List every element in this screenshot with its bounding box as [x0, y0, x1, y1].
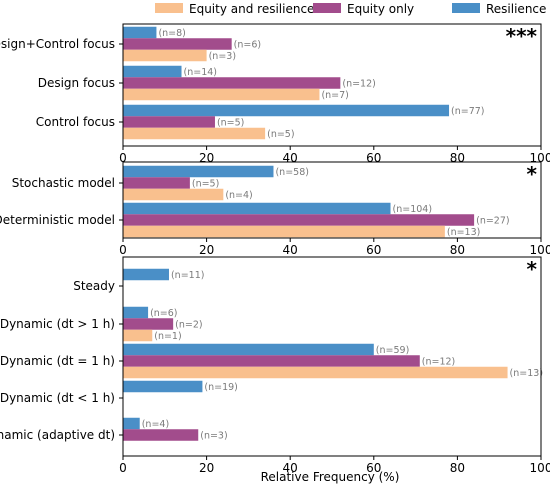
category-label-dynamic-dt-1-h: Dynamic (dt < 1 h)	[0, 391, 115, 405]
bar-resilience-only-steady	[123, 268, 169, 281]
bar-equity-and-resilience-dynamic-dt-1-h	[123, 366, 508, 379]
bar-resilience-only-dynamic-dt-1-h	[123, 306, 149, 319]
bar-equity-only-design-control-focus	[123, 38, 232, 50]
count-label: (n=2)	[175, 320, 202, 331]
x-tick-label: 100	[530, 461, 550, 475]
count-label: (n=12)	[422, 357, 455, 368]
count-label: (n=59)	[376, 345, 409, 356]
legend-label-resilience-only: Resilience only	[486, 2, 550, 16]
count-label: (n=77)	[451, 106, 484, 117]
bar-equity-and-resilience-deterministic-model	[123, 225, 445, 238]
x-tick-label: 40	[283, 461, 298, 475]
count-label: (n=4)	[142, 419, 169, 430]
panel-frame	[122, 161, 542, 239]
legend-swatch-equity-and-resilience	[155, 3, 183, 13]
legend-label-equity-only: Equity only	[347, 2, 414, 16]
bar-equity-only-design-focus	[123, 77, 341, 89]
legend-swatch-resilience-only	[452, 3, 480, 13]
bar-equity-and-resilience-design-focus	[123, 88, 320, 101]
count-label: (n=5)	[217, 118, 244, 129]
category-label-control-focus: Control focus	[36, 115, 115, 129]
x-tick-label: 20	[199, 243, 214, 257]
x-tick-label: 20	[199, 461, 214, 475]
bar-equity-only-control-focus	[123, 116, 215, 128]
bar-equity-and-resilience-stochastic-model	[123, 188, 224, 201]
count-label: (n=5)	[267, 129, 294, 140]
category-label-steady: Steady	[73, 279, 115, 293]
x-tick-label: 80	[450, 151, 465, 165]
category-label-dynamic-dt-1-h: Dynamic (dt > 1 h)	[0, 317, 115, 331]
chart-panels: (n=8)(n=14)(n=77)(n=6)(n=12)(n=5)(n=3)(n…	[0, 23, 550, 475]
significance-marker: ***	[506, 24, 538, 48]
count-label: (n=12)	[342, 79, 375, 90]
significance-marker: *	[527, 257, 538, 281]
bar-equity-only-dynamic-dt-1-h	[123, 318, 174, 330]
x-tick-label: 80	[450, 461, 465, 475]
bar-resilience-only-dynamic-adaptive-dt	[123, 417, 140, 430]
x-tick-label: 60	[366, 461, 381, 475]
category-label-design-focus: Design focus	[38, 76, 115, 90]
panel-frame	[122, 256, 542, 457]
category-label-dynamic-dt-1-h: Dynamic (dt = 1 h)	[0, 354, 115, 368]
panel-3: (n=11) (n=6) (n=59) (n=19) (n=4) (n=2) (n=12) (…	[0, 256, 550, 475]
bar-equity-only-dynamic-dt-1-h	[123, 355, 420, 367]
count-label: (n=19)	[204, 382, 237, 393]
count-label: (n=8)	[158, 28, 185, 39]
count-label: (n=58)	[275, 167, 308, 178]
x-tick-label: 60	[366, 151, 381, 165]
count-label: (n=6)	[150, 308, 177, 319]
bar-resilience-only-dynamic-dt-1-h	[123, 380, 203, 393]
count-label: (n=7)	[321, 90, 348, 101]
x-tick-label: 100	[530, 243, 550, 257]
bar-equity-only-stochastic-model	[123, 177, 190, 189]
category-label-deterministic-model: Deterministic model	[0, 213, 115, 227]
count-label: (n=13)	[447, 227, 480, 238]
category-label-stochastic-model: Stochastic model	[12, 176, 115, 190]
x-axis-title: Relative Frequency (%)	[261, 470, 400, 484]
x-tick-label: 60	[366, 243, 381, 257]
count-label: (n=5)	[192, 179, 219, 190]
bar-equity-and-resilience-design-control-focus	[123, 49, 207, 62]
x-tick-label: 0	[119, 151, 127, 165]
x-tick-label: 0	[119, 461, 127, 475]
bar-resilience-only-stochastic-model	[123, 165, 274, 178]
bar-resilience-only-design-control-focus	[123, 26, 157, 39]
category-label-design-control-focus: Design+Control focus	[0, 37, 115, 51]
panel-1: (n=8) (n=14) (n=77) (n=6) (n=12) (n=5) (n=3) (n…	[0, 23, 550, 165]
count-label: (n=4)	[225, 190, 252, 201]
legend-swatch-equity-only	[313, 3, 341, 13]
count-label: (n=3)	[200, 431, 227, 442]
count-label: (n=3)	[209, 51, 236, 62]
bar-equity-and-resilience-dynamic-dt-1-h	[123, 329, 153, 342]
count-label: (n=14)	[184, 67, 217, 78]
bar-equity-and-resilience-control-focus	[123, 127, 266, 140]
x-tick-label: 80	[450, 243, 465, 257]
bar-resilience-only-deterministic-model	[123, 202, 391, 215]
count-label: (n=11)	[171, 270, 204, 281]
bar-resilience-only-control-focus	[123, 104, 450, 117]
significance-marker: *	[527, 162, 538, 186]
count-label: (n=13)	[510, 368, 543, 379]
x-tick-label: 40	[283, 243, 298, 257]
bar-equity-only-dynamic-adaptive-dt	[123, 429, 199, 441]
count-label: (n=104)	[393, 204, 433, 215]
x-tick-label: 20	[199, 151, 214, 165]
x-tick-label: 0	[119, 243, 127, 257]
chart-legend: Equity and resilience Equity only Resilien…	[155, 2, 550, 16]
panel-frame	[122, 23, 542, 147]
panel-2: (n=58) (n=104) (n=5) (n=27) (n=4) (n=13) Stoch…	[0, 161, 550, 257]
count-label: (n=6)	[234, 40, 261, 51]
bar-equity-only-deterministic-model	[123, 214, 475, 226]
x-tick-label: 40	[283, 151, 298, 165]
bar-resilience-only-dynamic-dt-1-h	[123, 343, 374, 356]
bar-resilience-only-design-focus	[123, 65, 182, 78]
category-label-dynamic-adaptive-dt: Dynamic (adaptive dt)	[0, 428, 115, 442]
legend-label-equity-and-resilience: Equity and resilience	[189, 2, 314, 16]
count-label: (n=27)	[476, 216, 509, 227]
count-label: (n=1)	[154, 331, 181, 342]
